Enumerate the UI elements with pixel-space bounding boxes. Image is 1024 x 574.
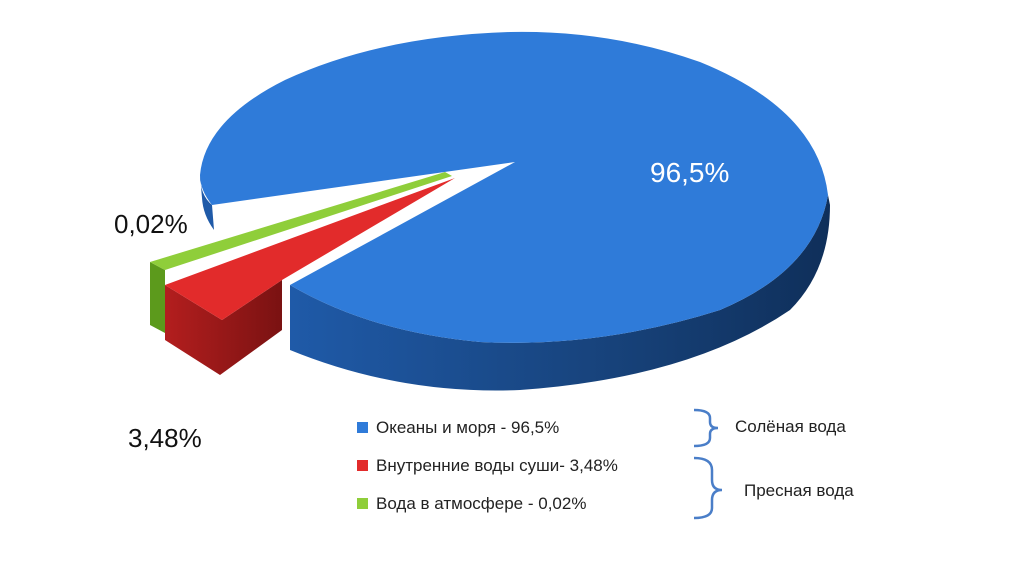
brace-fresh-icon	[693, 456, 723, 520]
group-label-fresh: Пресная вода	[744, 481, 854, 500]
slice-oceans-left-side	[200, 175, 214, 230]
legend-label-oceans: Океаны и моря - 96,5%	[376, 418, 559, 437]
slice-inland-side	[165, 280, 282, 375]
group-label-salt: Солёная вода	[735, 417, 846, 436]
brace-salt-icon	[693, 408, 719, 448]
legend-label-atmosphere: Вода в атмосфере - 0,02%	[376, 494, 586, 513]
legend-swatch-inland	[357, 460, 368, 471]
legend: Океаны и моря - 96,5% Внутренние воды су…	[357, 418, 618, 513]
slice-atmosphere-top	[150, 172, 452, 270]
legend-swatch-oceans	[357, 422, 368, 433]
slice-oceans-side	[290, 195, 830, 391]
group-brace-salt: Солёная вода	[693, 408, 846, 448]
slice-atmosphere-side	[150, 262, 165, 333]
slice-oceans-top	[200, 31, 828, 343]
label-oceans-pct: 96,5%	[650, 157, 729, 188]
slice-inland-top	[165, 178, 455, 320]
label-inland-pct: 3,48%	[128, 423, 202, 453]
label-atmosphere-pct: 0,02%	[114, 209, 188, 239]
legend-label-inland: Внутренние воды суши- 3,48%	[376, 456, 618, 475]
legend-swatch-atmosphere	[357, 498, 368, 509]
group-brace-fresh: Пресная вода	[693, 456, 854, 520]
